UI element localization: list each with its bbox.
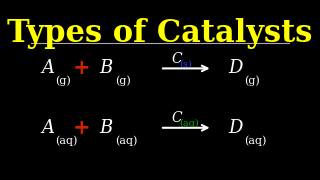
Text: D: D bbox=[228, 119, 243, 137]
Text: D: D bbox=[228, 59, 243, 77]
Text: (aq): (aq) bbox=[115, 135, 138, 146]
Text: Types of Catalysts: Types of Catalysts bbox=[7, 18, 313, 49]
Text: C: C bbox=[172, 111, 182, 125]
Text: (aq): (aq) bbox=[244, 135, 267, 146]
Text: (g): (g) bbox=[115, 76, 131, 86]
Text: C: C bbox=[172, 51, 182, 66]
Text: B: B bbox=[100, 59, 113, 77]
Text: +: + bbox=[72, 118, 90, 138]
Text: (aq): (aq) bbox=[180, 119, 199, 128]
Text: A: A bbox=[42, 119, 55, 137]
Text: B: B bbox=[100, 119, 113, 137]
Text: (s): (s) bbox=[180, 59, 192, 68]
Text: (aq): (aq) bbox=[55, 135, 77, 146]
Text: (g): (g) bbox=[55, 76, 71, 86]
Text: A: A bbox=[42, 59, 55, 77]
Text: (g): (g) bbox=[244, 76, 260, 86]
Text: +: + bbox=[72, 58, 90, 78]
